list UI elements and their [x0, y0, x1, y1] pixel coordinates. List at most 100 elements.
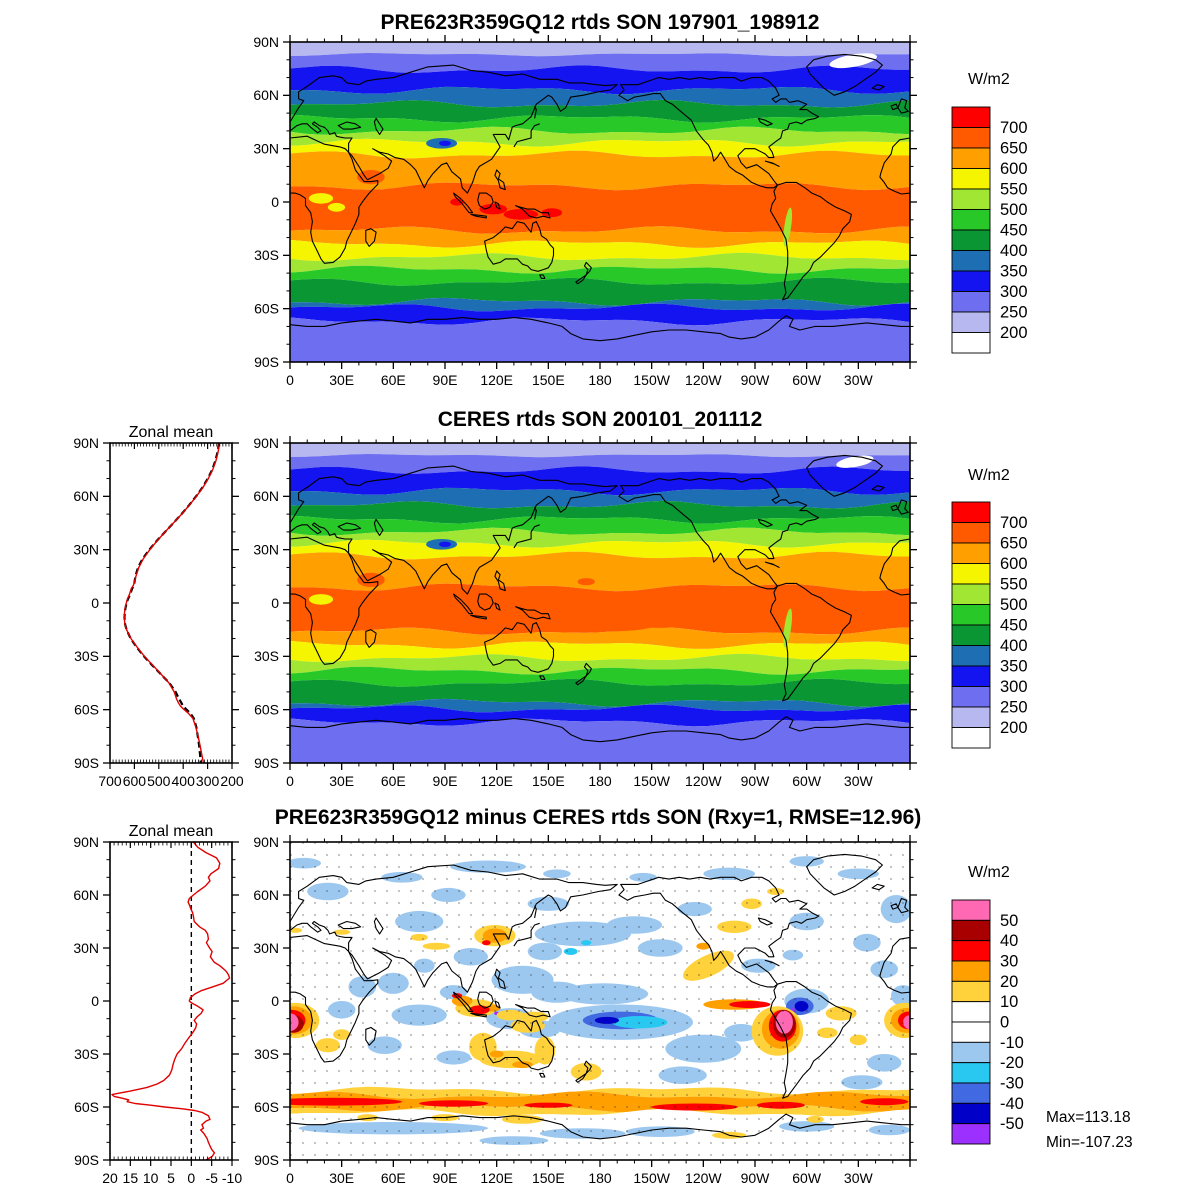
lon-tick-label: 120E	[480, 372, 513, 388]
field-blobs	[290, 455, 883, 648]
lon-tick-label: 60W	[792, 372, 822, 388]
colorbar-tick-label: -40	[1000, 1095, 1024, 1113]
colorbar-tick-label: -50	[1000, 1115, 1024, 1133]
map-difference: 0 30E 60E 90E 120E 150E 180 150W 120W 90W 60W 30W 90…	[253, 834, 917, 1186]
lon-tick-label: 30E	[329, 372, 354, 388]
lat-tick-label: 90N	[253, 34, 279, 50]
colorbar-tick-label: 200	[1000, 324, 1028, 342]
lat-tick-label: 60S	[254, 300, 279, 316]
lon-tick-label: 120W	[685, 372, 722, 388]
lon-tick-label: 30W	[844, 1170, 874, 1186]
lat-tick-label: 90S	[254, 755, 279, 771]
lon-tick-label: 30E	[329, 1170, 354, 1186]
stippling	[290, 842, 910, 1160]
lon-tick-label: 150W	[633, 372, 670, 388]
zonal-x-tick-label: 15	[123, 1170, 139, 1186]
lon-tick-label: 120E	[480, 773, 513, 789]
lon-tick-label: 60W	[792, 1170, 822, 1186]
zonal-x-tick-label: 200	[220, 773, 244, 789]
map-axes: 0 30E 60E 90E 120E 150E 180 150W 120W 90W 60W 30W 90…	[253, 34, 917, 388]
zonal-lat-tick-label: 30S	[74, 1046, 99, 1062]
zonal-curve-model	[123, 442, 221, 764]
lon-tick-label: 150E	[532, 372, 565, 388]
lat-tick-label: 90S	[254, 1152, 279, 1168]
zonal-lat-tick-label: 90N	[73, 834, 99, 850]
colorbar-tick-label: 30	[1000, 953, 1018, 971]
zonal-mean-plot-ceres: 700 600 500 400 300 200 90S 60S 30S 0 30N 60N 90N	[73, 435, 244, 789]
colorbar-tick-label: 450	[1000, 222, 1028, 240]
lat-tick-label: 30N	[253, 140, 279, 156]
colorbar-tick-label: 600	[1000, 160, 1028, 178]
colorbar-tick-label: 650	[1000, 140, 1028, 158]
colorbar-tick-label: 550	[1000, 181, 1028, 199]
colorbar-units-diff: W/m2	[968, 864, 1010, 881]
lon-tick-label: 150E	[532, 1170, 565, 1186]
lat-tick-label: 60S	[254, 1099, 279, 1115]
colorbar-tick-label: 350	[1000, 263, 1028, 281]
lon-tick-label: 90E	[433, 773, 458, 789]
panel-diff-title: PRE623R359GQ12 minus CERES rtds SON (Rxy…	[275, 806, 922, 829]
lon-tick-label: 60E	[381, 1170, 406, 1186]
colorbar-tick-label: 250	[1000, 304, 1028, 322]
colorbar-tick-label: 300	[1000, 678, 1028, 696]
colorbar-tick-label: 10	[1000, 993, 1018, 1011]
colorbar-tick-label: 550	[1000, 576, 1028, 594]
coastlines	[290, 53, 910, 342]
zonal-x-tick-label: 500	[147, 773, 171, 789]
lon-tick-label: 60W	[792, 773, 822, 789]
lat-tick-label: 30S	[254, 648, 279, 664]
colorbar-tick-label: 700	[1000, 514, 1028, 532]
colorbar-tick-label: -30	[1000, 1075, 1024, 1093]
lon-tick-label: 180	[588, 372, 612, 388]
lon-tick-label: 0	[286, 773, 294, 789]
colorbar-tick-label: 650	[1000, 535, 1028, 553]
colorbar-tick-label: 500	[1000, 201, 1028, 219]
lat-tick-label: 60N	[253, 87, 279, 103]
lat-tick-label: 60N	[253, 887, 279, 903]
colorbar-tick-label: 200	[1000, 719, 1028, 737]
zonal-lat-tick-label: 60N	[73, 488, 99, 504]
lon-tick-label: 150E	[532, 773, 565, 789]
zonal-x-tick-label: 300	[196, 773, 220, 789]
lat-tick-label: 30S	[254, 1046, 279, 1062]
zonal-x-tick-label: 20	[102, 1170, 118, 1186]
colorbar-tick-label: 40	[1000, 932, 1018, 950]
lon-tick-label: 120E	[480, 1170, 513, 1186]
lon-tick-label: 0	[286, 1170, 294, 1186]
lat-tick-label: 30N	[253, 940, 279, 956]
zonal-mean-title-ceres: Zonal mean	[129, 424, 214, 441]
zonal-x-tick-label: -10	[222, 1170, 242, 1186]
colorbar-tick-label: 450	[1000, 617, 1028, 635]
zonal-lat-tick-label: 90S	[74, 755, 99, 771]
colorbar-tick-label: 250	[1000, 699, 1028, 717]
lat-tick-label: 90N	[253, 435, 279, 451]
coastlines	[290, 853, 910, 1140]
zonal-x-tick-label: 5	[167, 1170, 175, 1186]
zonal-lat-tick-label: 60S	[74, 1099, 99, 1115]
zonal-x-tick-label: 600	[123, 773, 147, 789]
colorbar-tick-label: 0	[1000, 1014, 1009, 1032]
lat-tick-label: 30N	[253, 541, 279, 557]
colorbar-tick-label: 50	[1000, 912, 1018, 930]
colorbar-tick-label: -10	[1000, 1034, 1024, 1052]
colorbar-tick-label: 300	[1000, 283, 1028, 301]
lon-tick-label: 0	[286, 372, 294, 388]
lon-tick-label: 90W	[741, 773, 771, 789]
lon-tick-label: 120W	[685, 1170, 722, 1186]
zonal-lat-tick-label: 60S	[74, 701, 99, 717]
colorbar-tick-label: 400	[1000, 637, 1028, 655]
lon-tick-label: 180	[588, 773, 612, 789]
lon-tick-label: 120W	[685, 773, 722, 789]
colorbar-units-model: W/m2	[968, 71, 1010, 88]
colorbar-tick-label: 700	[1000, 119, 1028, 137]
zonal-x-tick-label: 10	[143, 1170, 159, 1186]
lat-tick-label: 60S	[254, 701, 279, 717]
zonal-lat-tick-label: 30N	[73, 541, 99, 557]
lat-tick-label: 0	[271, 194, 279, 210]
lon-tick-label: 30W	[844, 773, 874, 789]
colorbar-tick-label: 350	[1000, 658, 1028, 676]
lat-tick-label: 30S	[254, 247, 279, 263]
lon-tick-label: 150W	[633, 773, 670, 789]
